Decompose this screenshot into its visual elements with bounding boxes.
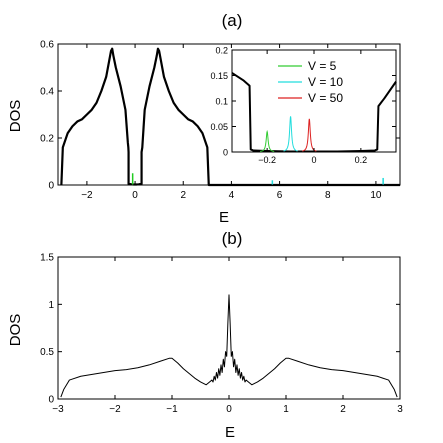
panel-a: (a) E DOS −2 0 2 4 6 8 10 0 0.2 0.4 0.6 (7, 11, 401, 226)
legend-label: V = 50 (308, 91, 343, 105)
panel-a-frame (57, 43, 401, 186)
legend-label: V = 5 (308, 59, 337, 73)
panel-a-xtick-label: 6 (277, 190, 283, 201)
panel-b-xtick-label: −1 (166, 404, 178, 415)
panel-a-xtick-label: 10 (370, 190, 382, 201)
panel-a-ytick-label: 0.4 (40, 87, 54, 98)
panel-a-xtick-label: 0 (132, 190, 138, 201)
panel-b-xtick-label: 0 (226, 404, 232, 415)
panel-b-ylabel: DOS (7, 314, 24, 347)
panel-b-title: (b) (222, 229, 243, 248)
panel-b-ytick-label: 1 (48, 300, 54, 311)
panel-b-ytick-label: 0.5 (40, 347, 54, 358)
panel-a-ytick-label: 0.2 (40, 134, 54, 145)
inset-legend: V = 5 V = 10 V = 50 (278, 59, 343, 105)
panel-b-dos-line (60, 294, 398, 398)
inset-xtick-label: 0.2 (355, 155, 368, 165)
panel-b-xlabel: E (225, 424, 235, 441)
panel-b-xtick-label: −3 (52, 404, 64, 415)
panel-a-xtick-label: 2 (180, 190, 186, 201)
panel-b-xtick-label: 3 (397, 404, 403, 415)
panel-a-title: (a) (222, 11, 243, 30)
panel-b-frame (57, 256, 401, 400)
inset-peak-line (260, 129, 275, 152)
legend-label: V = 10 (308, 75, 343, 89)
panel-b: (b) E DOS −3 −2 −1 0 1 2 3 0 0.5 1 1.5 (7, 229, 403, 441)
panel-b-ytick-label: 1.5 (40, 253, 54, 264)
inset-ytick-label: 0.2 (215, 46, 228, 56)
inset-ytick-label: 0.1 (215, 97, 228, 107)
panel-a-xtick-label: 8 (325, 190, 331, 201)
panel-a-xtick-label: 4 (229, 190, 235, 201)
inset-panel: −0.2 0 0.200.050.10.150.2 V = 5V = 10V = 5… (210, 46, 397, 165)
panel-b-ytick-label: 0 (48, 395, 54, 406)
panel-b-xtick-label: 1 (283, 404, 289, 415)
inset-peak-line (283, 116, 298, 152)
inset-ytick-label: 0 (223, 148, 228, 158)
panel-a-xlabel: E (219, 209, 229, 226)
inset-xtick-label: 0 (311, 155, 316, 165)
panel-a-xtick-label: −2 (81, 190, 93, 201)
panel-a-ylabel: DOS (7, 100, 24, 133)
panel-a-ytick-label: 0.6 (40, 40, 54, 51)
panel-a-ytick-label: 0 (48, 181, 54, 192)
inset-ytick-label: 0.15 (210, 71, 228, 81)
inset-xtick-label: −0.2 (258, 155, 276, 165)
panel-b-xtick-label: 2 (340, 404, 346, 415)
panel-b-xtick-label: −2 (109, 404, 121, 415)
inset-ytick-label: 0.05 (210, 122, 228, 132)
